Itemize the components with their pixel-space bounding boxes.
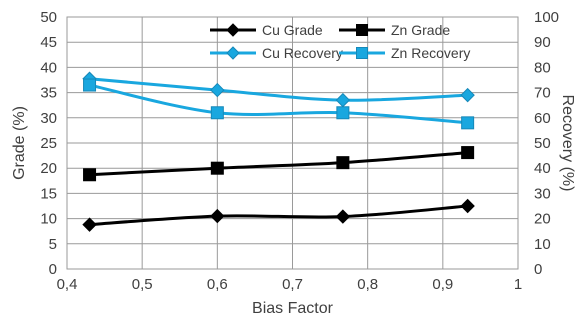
y-left-tick-label: 15 [40,185,57,202]
series-zn-recovery [83,78,475,130]
x-tick-label: 0,6 [207,276,228,293]
series-line-cu-grade [89,204,468,227]
data-point-cu-recovery [460,87,475,103]
data-point-zn-recovery [83,78,97,92]
data-point-zn-recovery [210,106,224,120]
data-point-cu-grade [82,217,97,232]
y-right-tick-label: 100 [534,9,559,26]
legend-label: Zn Grade [391,22,450,38]
y-left-tick-label: 5 [49,236,57,253]
x-tick-label: 0,9 [432,276,453,293]
data-point-zn-grade [83,168,97,182]
x-tick-label: 0,4 [57,276,78,293]
x-tick-label: 0,7 [282,276,303,293]
y-left-tick-label: 0 [49,261,57,278]
legend-item-cu-recovery: Cu Recovery [210,45,343,61]
legend-label: Zn Recovery [391,45,470,61]
data-point-zn-recovery [461,116,475,130]
y-left-tick-label: 45 [40,34,57,51]
legend-label: Cu Recovery [262,45,343,61]
y-left-tick-label: 50 [40,9,57,26]
y-left-tick-label: 30 [40,110,57,127]
tick-labels: 0 0 5 10 10 20 15 30 20 40 25 50 30 60 35 70 40 80 45 90 50 1… [40,9,559,293]
legend-swatch-marker [356,24,368,36]
y-left-tick-label: 10 [40,211,57,228]
y-left-axis-title: Grade (%) [11,106,28,180]
y-right-tick-label: 40 [534,160,551,177]
plot-area-border [66,16,519,270]
series-line-cu-recovery [89,77,468,102]
legend: Cu Grade Zn Grade Cu Recovery Zn Recovery [210,22,470,61]
data-point-cu-recovery [335,92,351,108]
x-tick-label: 0,5 [132,276,153,293]
y-left-tick-label: 40 [40,59,57,76]
legend-swatch-marker [226,23,240,37]
data-point-zn-grade [461,146,475,160]
y-right-tick-label: 0 [534,261,542,278]
y-left-tick-label: 20 [40,160,57,177]
data-point-cu-grade [460,198,475,214]
legend-swatch-marker [226,46,240,60]
legend-label: Cu Grade [262,22,323,38]
y-left-tick-label: 35 [40,85,57,102]
data-point-cu-grade [335,209,351,224]
data-point-cu-grade [210,208,225,224]
y-right-tick-label: 70 [534,85,551,102]
series-line-zn-recovery [89,83,468,125]
data-point-zn-grade [336,156,350,170]
legend-swatch-marker [356,47,368,59]
y-right-axis-title: Recovery (%) [559,95,576,192]
y-right-tick-label: 30 [534,185,551,202]
y-right-tick-label: 20 [534,211,551,228]
y-right-tick-label: 50 [534,135,551,152]
series-group [82,71,475,232]
legend-item-zn-grade: Zn Grade [339,22,450,38]
x-tick-label: 0,8 [357,276,378,293]
y-right-tick-label: 80 [534,59,551,76]
series-cu-grade [82,198,475,232]
data-point-zn-recovery [336,106,350,120]
y-right-tick-label: 60 [534,110,551,127]
legend-item-cu-grade: Cu Grade [210,22,323,38]
y-left-tick-label: 25 [40,135,57,152]
data-point-zn-grade [210,161,224,175]
y-right-tick-label: 90 [534,34,551,51]
x-tick-label: 1 [514,276,522,293]
legend-item-zn-recovery: Zn Recovery [339,45,470,61]
y-right-tick-label: 10 [534,236,551,253]
series-zn-grade [83,146,475,182]
gridlines [67,17,518,269]
data-point-cu-recovery [210,82,225,98]
series-line-zn-grade [89,151,468,177]
x-axis-title: Bias Factor [252,300,334,317]
